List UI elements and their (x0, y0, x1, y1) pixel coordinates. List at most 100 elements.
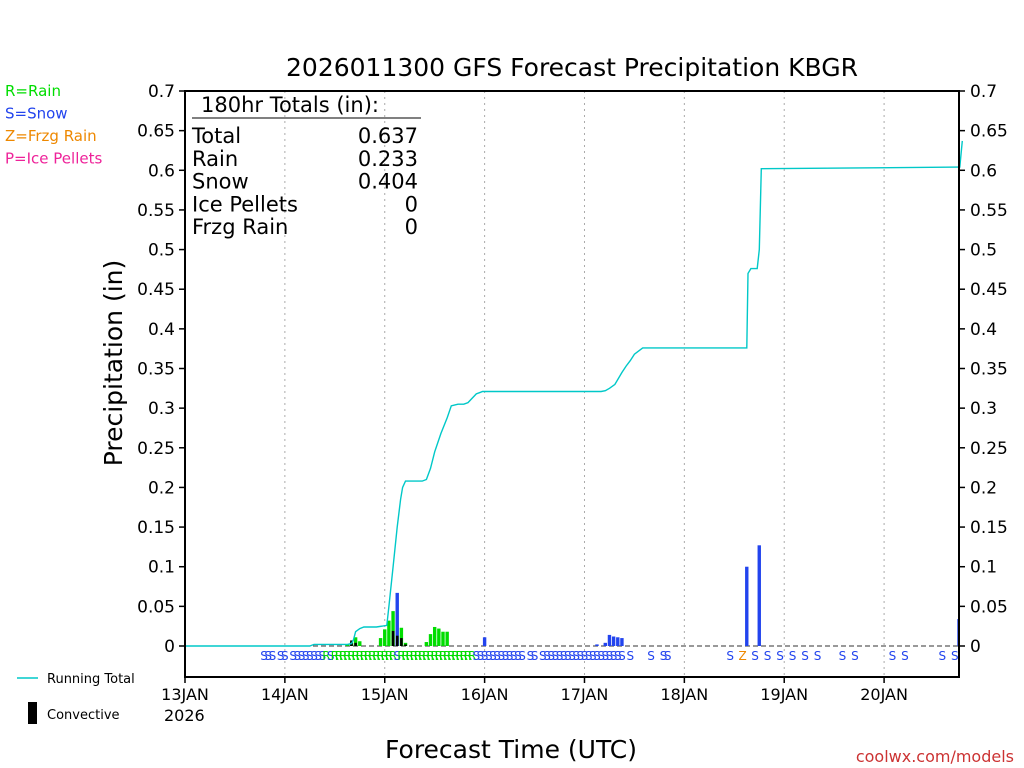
ptype-marker-snow: S (302, 649, 310, 663)
x-tick-label: 14JAN (261, 685, 309, 704)
y-tick-label-right: 0.05 (970, 597, 1008, 617)
y-tick-label-left: 0.2 (148, 478, 175, 498)
precip-bar-rain (437, 628, 441, 646)
ptype-marker-rain: R (364, 649, 372, 663)
convective-bar (354, 642, 357, 646)
y-tick-label-left: 0.25 (137, 439, 175, 459)
plot-frame (184, 90, 960, 678)
y-tick-label-right: 0.4 (970, 320, 997, 340)
convective-bar (395, 635, 399, 646)
y-tick-label-left: 0.45 (137, 280, 175, 300)
y-tick-label-right: 0.1 (970, 558, 997, 578)
ptype-marker-snow: S (851, 649, 859, 663)
y-tick-label-left: 0.15 (137, 518, 175, 538)
legend-entry: R=Rain (5, 82, 61, 100)
ptype-marker-frzg: Z (738, 649, 746, 663)
ptype-marker-snow: S (502, 649, 510, 663)
ptype-marker-rain: R (406, 649, 414, 663)
totals-value: 0 (405, 192, 418, 216)
ptype-marker-snow: S (601, 649, 609, 663)
ptype-marker-rain: R (414, 649, 422, 663)
ptype-marker-snow: S (577, 649, 585, 663)
ptype-marker-snow: S (514, 649, 522, 663)
ptype-marker-snow: S (560, 649, 568, 663)
precip-bar-rain (399, 627, 404, 646)
y-tick-label-right: 0.45 (970, 280, 1008, 300)
ptype-marker-snow: S (531, 649, 539, 663)
precip-bar-snow (611, 636, 616, 646)
ptype-marker-rain: R (331, 649, 339, 663)
x-axis-ticks: 13JAN 14JAN 15JAN 16JAN 17JAN 18JAN 19JAN 20JAN (161, 677, 908, 704)
precip-bar-rain (387, 620, 391, 646)
ptype-marker-snow: S (547, 649, 555, 663)
precip-bar-snow (620, 638, 624, 646)
y-axis-label: Precipitation (in) (99, 260, 128, 467)
ptype-marker-snow: S (889, 649, 897, 663)
y-tick-label-right: 0.3 (970, 399, 997, 419)
ptype-marker-rain: R (372, 649, 380, 663)
ptype-marker-rain: R (443, 649, 451, 663)
legend-entry: P=Ice Pellets (5, 150, 102, 168)
y-tick-label-left: 0.65 (137, 122, 175, 142)
ptype-marker-snow: S (618, 649, 626, 663)
ptype-marker-snow: S (306, 649, 314, 663)
y-tick-label-left: 0.5 (148, 241, 175, 261)
ptype-marker-snow: S (901, 649, 909, 663)
ptype-marker-snow: S (556, 649, 564, 663)
totals-label: Frzg Rain (192, 215, 288, 239)
totals-value: 0.637 (358, 124, 418, 148)
ptype-marker-snow: S (814, 649, 822, 663)
ptype-marker-snow: S (647, 649, 655, 663)
ptype-marker-snow: S (572, 649, 580, 663)
y-tick-label-right: 0.5 (970, 241, 997, 261)
precip-bars (345, 545, 959, 646)
precip-bar-snow (616, 637, 620, 646)
ptype-marker-snow: S (510, 649, 518, 663)
series-legend: Running Total Convective (17, 672, 135, 724)
ptype-marker-snow: S (518, 649, 526, 663)
ptype-marker-snow: S (626, 649, 634, 663)
y-axis-ticks: 0 00.05 0.050.1 0.10.15 0.150.2 0.20.25 0.250.… (137, 82, 1008, 657)
running-total-path (185, 140, 963, 647)
ptype-marker-snow: S (776, 649, 784, 663)
year-label: 2026 (164, 706, 205, 725)
y-tick-label-left: 0 (164, 637, 175, 657)
ptype-marker-snow: S (589, 649, 597, 663)
ptype-marker-rain: R (468, 649, 476, 663)
ptype-marker-rain: R (368, 649, 376, 663)
convective-legend-swatch (28, 702, 37, 724)
precip-bar-snow (482, 637, 487, 646)
ptype-marker-snow: S (314, 649, 322, 663)
convective-bar (391, 630, 395, 646)
ptype-marker-snow: S (951, 649, 959, 663)
ptype-marker-rain: R (410, 649, 418, 663)
totals-rows: Total 0.637 Rain 0.233 Snow 0.404 Ice Pellets 0… (191, 124, 418, 239)
totals-value: 0 (405, 215, 418, 239)
y-tick-label-left: 0.35 (137, 360, 175, 380)
y-tick-label-right: 0.15 (970, 518, 1008, 538)
precip-bar-rain (358, 641, 362, 646)
ptype-marker-snow: S (610, 649, 618, 663)
ptype-marker-snow: S (281, 649, 289, 663)
y-tick-label-left: 0.7 (148, 82, 175, 102)
ptype-marker-rain: R (347, 649, 355, 663)
precip-bar-rain (345, 644, 349, 646)
ptype-marker-snow: S (298, 649, 306, 663)
ptype-marker-snow: S (497, 649, 505, 663)
precip-bar-rain (378, 638, 383, 646)
ptype-marker-rain: R (339, 649, 347, 663)
ptype-marker-snow: S (506, 649, 514, 663)
ptype-marker-snow: S (310, 649, 318, 663)
ptype-marker-snow: S (606, 649, 614, 663)
ptype-marker-rain: R (351, 649, 359, 663)
y-tick-label-right: 0.6 (970, 161, 997, 181)
ptype-marker-snow: S (597, 649, 605, 663)
precip-bar-snow (745, 566, 749, 646)
ptype-marker-snow: S (493, 649, 501, 663)
chart-title: 2026011300 GFS Forecast Precipitation KB… (286, 53, 858, 82)
ptype-marker-snow: S (593, 649, 601, 663)
grid-lines (185, 91, 959, 677)
x-tick-label: 19JAN (760, 685, 808, 704)
ptype-marker-rain: R (422, 649, 430, 663)
y-tick-label-left: 0.6 (148, 161, 175, 181)
